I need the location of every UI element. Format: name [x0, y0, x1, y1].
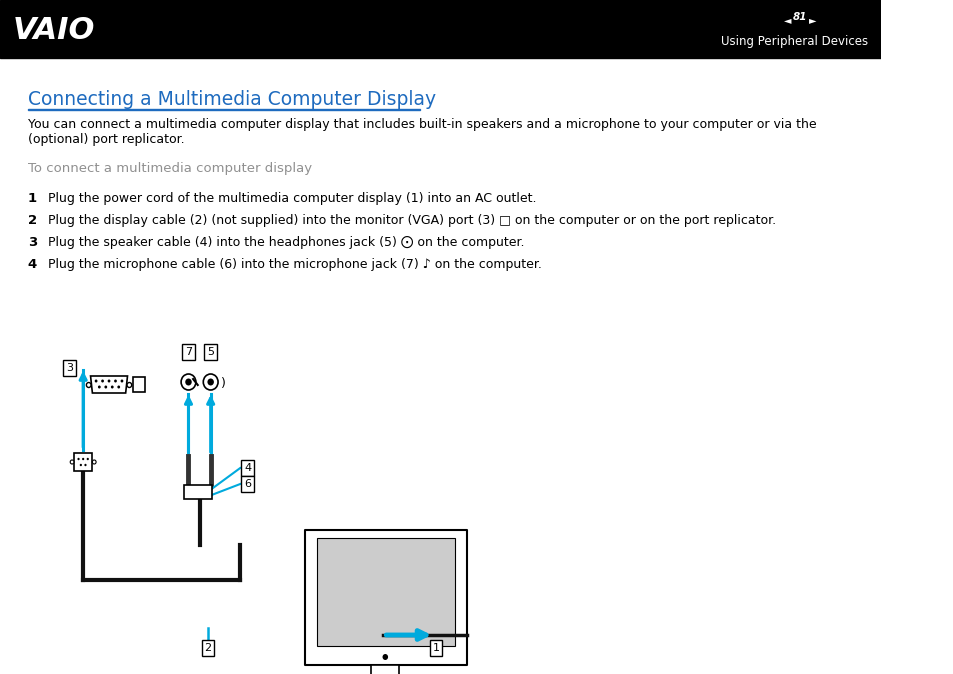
Circle shape — [104, 386, 107, 388]
Bar — [316, 538, 455, 646]
Text: Plug the display cable (2) (not supplied) into the monitor (VGA) port (3) □ on t: Plug the display cable (2) (not supplied… — [48, 214, 776, 227]
Circle shape — [98, 386, 101, 388]
Circle shape — [87, 458, 89, 460]
Text: Plug the power cord of the multimedia computer display (1) into an AC outlet.: Plug the power cord of the multimedia co… — [48, 192, 536, 205]
Text: To connect a multimedia computer display: To connect a multimedia computer display — [28, 162, 312, 175]
Text: Using Peripheral Devices: Using Peripheral Devices — [720, 35, 867, 49]
Text: Plug the microphone cable (6) into the microphone jack (7) ♪ on the computer.: Plug the microphone cable (6) into the m… — [48, 258, 541, 271]
Circle shape — [111, 386, 113, 388]
Text: 4: 4 — [28, 258, 37, 271]
Circle shape — [181, 374, 195, 390]
Circle shape — [84, 464, 87, 466]
Bar — [305, 530, 466, 665]
Circle shape — [114, 379, 117, 383]
Bar — [184, 485, 212, 499]
Circle shape — [117, 386, 120, 388]
Circle shape — [185, 379, 192, 386]
Text: 5: 5 — [207, 347, 213, 357]
Text: 1: 1 — [28, 192, 37, 205]
Text: 81: 81 — [792, 12, 806, 22]
Text: 2: 2 — [204, 643, 212, 653]
Bar — [132, 377, 145, 392]
Text: VAIO: VAIO — [13, 16, 95, 44]
Text: ◄: ◄ — [782, 16, 790, 26]
Bar — [28, 109, 420, 111]
Circle shape — [108, 379, 111, 383]
Circle shape — [382, 654, 388, 660]
Bar — [0, 0, 881, 58]
Text: 7: 7 — [185, 347, 192, 357]
Text: 3: 3 — [66, 363, 72, 373]
Circle shape — [203, 374, 218, 390]
Circle shape — [82, 458, 84, 460]
Text: 6: 6 — [244, 479, 251, 489]
Text: 2: 2 — [28, 214, 37, 227]
Circle shape — [94, 379, 97, 383]
Text: You can connect a multimedia computer display that includes built-in speakers an: You can connect a multimedia computer di… — [28, 118, 816, 131]
Polygon shape — [91, 376, 128, 393]
Circle shape — [207, 379, 213, 386]
Text: (optional) port replicator.: (optional) port replicator. — [28, 133, 184, 146]
Circle shape — [101, 379, 104, 383]
Circle shape — [80, 464, 82, 466]
Bar — [371, 665, 398, 674]
Circle shape — [87, 383, 91, 388]
Text: ►: ► — [808, 16, 816, 26]
Bar — [73, 453, 92, 471]
Text: 4: 4 — [244, 463, 251, 473]
Text: 3: 3 — [28, 236, 37, 249]
Circle shape — [71, 460, 73, 464]
Circle shape — [77, 458, 79, 460]
Text: 1: 1 — [432, 643, 439, 653]
Text: Plug the speaker cable (4) into the headphones jack (5) ⨀ on the computer.: Plug the speaker cable (4) into the head… — [48, 236, 524, 249]
Text: ): ) — [220, 377, 226, 390]
Circle shape — [120, 379, 123, 383]
Circle shape — [127, 383, 132, 388]
Circle shape — [92, 460, 96, 464]
Text: Connecting a Multimedia Computer Display: Connecting a Multimedia Computer Display — [28, 90, 436, 109]
